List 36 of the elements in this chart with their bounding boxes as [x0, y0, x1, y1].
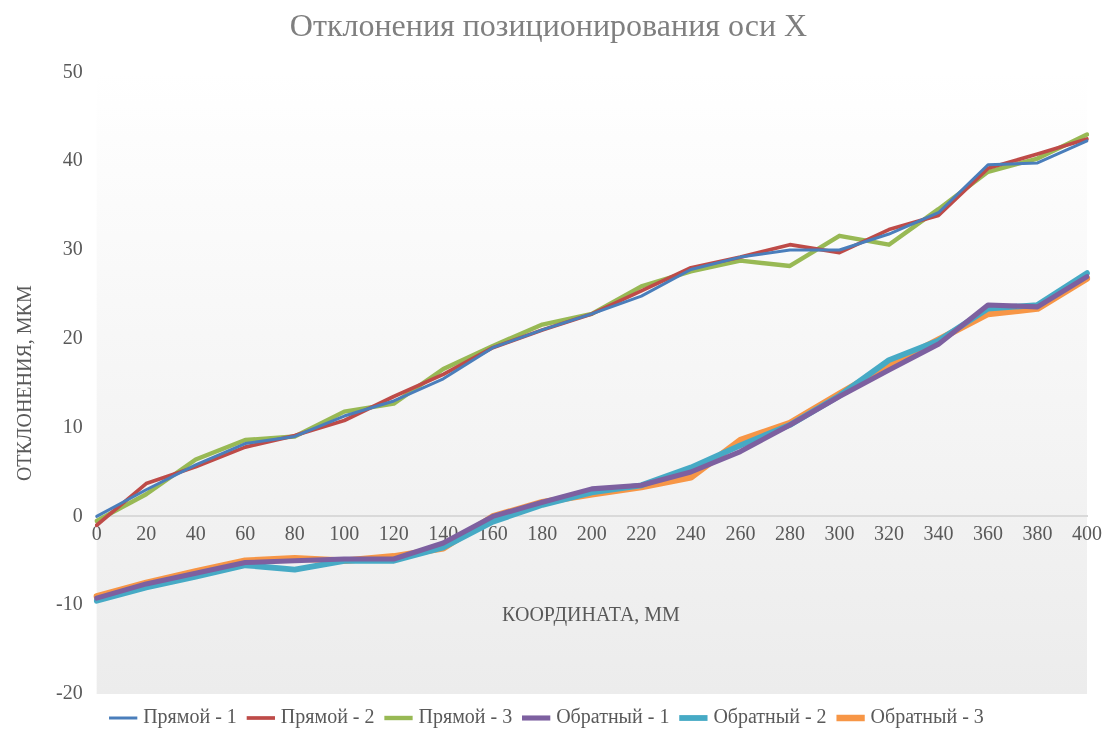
- y-tick-label: 40: [62, 148, 83, 171]
- x-tick-label: 180: [527, 521, 558, 544]
- x-tick-label: 200: [576, 521, 607, 544]
- x-tick-label: 360: [972, 521, 1003, 544]
- y-tick-label: 20: [62, 326, 83, 349]
- y-tick-label: 10: [62, 414, 83, 437]
- y-tick-label: 0: [72, 503, 83, 526]
- x-tick-label: 400: [1072, 521, 1102, 544]
- y-tick-label: -10: [55, 592, 83, 615]
- y-axis-title: ОТКЛОНЕНИЯ, МКМ: [13, 285, 36, 482]
- legend-label: Прямой - 1: [143, 705, 237, 729]
- x-tick-label: 0: [91, 521, 102, 544]
- x-axis-title: КООРДИНАТА, ММ: [501, 603, 681, 626]
- x-tick-label: 120: [378, 521, 409, 544]
- y-tick-label: 50: [62, 59, 83, 82]
- legend-label: Обратный - 2: [713, 705, 827, 729]
- x-tick-label: 60: [235, 521, 256, 544]
- x-tick-label: 280: [774, 521, 805, 544]
- legend-label: Обратный - 1: [556, 705, 670, 729]
- legend-label: Прямой - 2: [280, 705, 375, 729]
- x-tick-label: 300: [824, 521, 855, 544]
- x-tick-label: 80: [284, 521, 305, 544]
- y-tick-label: -20: [55, 681, 83, 704]
- x-tick-label: 320: [873, 521, 904, 544]
- x-tick-label: 40: [185, 521, 206, 544]
- legend-label: Обратный - 3: [870, 705, 984, 729]
- x-tick-label: 20: [136, 521, 157, 544]
- x-tick-label: 240: [675, 521, 706, 544]
- x-tick-label: 260: [725, 521, 756, 544]
- legend-label: Прямой - 3: [418, 705, 513, 729]
- chart-title: Отклонения позиционирования оси X: [289, 6, 808, 43]
- x-tick-label: 100: [329, 521, 360, 544]
- y-tick-label: 30: [62, 237, 83, 260]
- x-tick-label: 220: [626, 521, 657, 544]
- x-tick-label: 380: [1022, 521, 1053, 544]
- x-tick-label: 340: [923, 521, 954, 544]
